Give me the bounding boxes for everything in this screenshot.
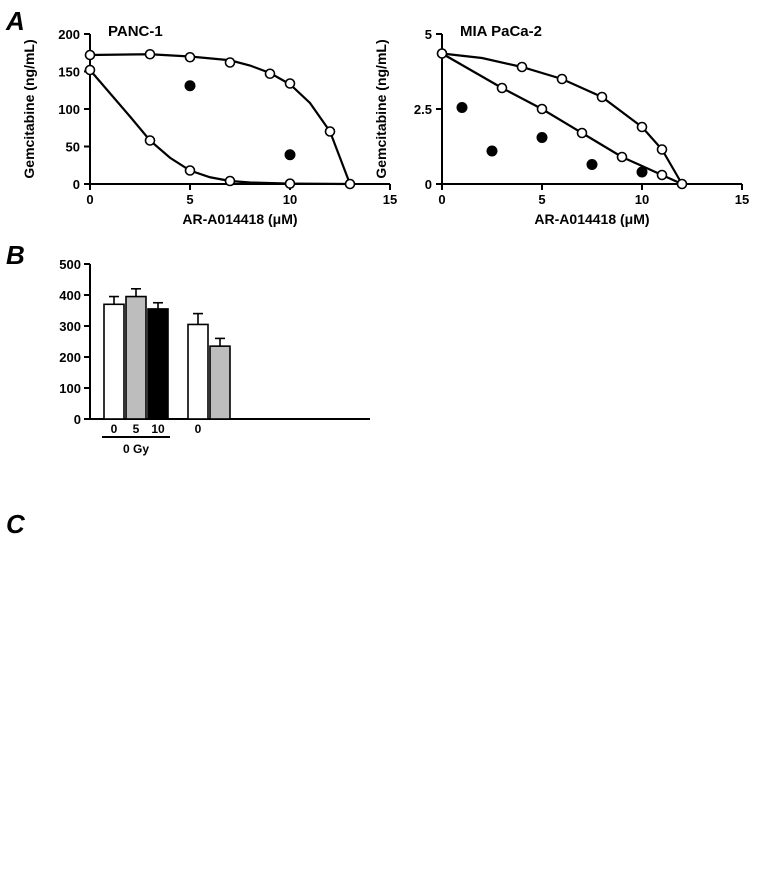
svg-text:0 Gy: 0 Gy bbox=[123, 442, 149, 456]
svg-text:Gemcitabine (ng/mL): Gemcitabine (ng/mL) bbox=[21, 39, 37, 178]
svg-text:5: 5 bbox=[538, 192, 545, 207]
svg-text:150: 150 bbox=[58, 65, 80, 80]
svg-text:0: 0 bbox=[438, 192, 445, 207]
panel-a-svg: 050100150200051015PANC-1AR-A014418 (μM)G… bbox=[12, 12, 750, 232]
panel-label-c: C bbox=[6, 509, 25, 540]
svg-text:100: 100 bbox=[58, 102, 80, 117]
svg-text:AR-A014418 (μM): AR-A014418 (μM) bbox=[182, 211, 297, 227]
panel-label-b: B bbox=[6, 240, 25, 271]
svg-text:PANC-1: PANC-1 bbox=[108, 23, 163, 40]
svg-text:0: 0 bbox=[195, 422, 202, 436]
svg-text:0: 0 bbox=[86, 192, 93, 207]
svg-text:0: 0 bbox=[74, 412, 81, 427]
svg-text:300: 300 bbox=[59, 319, 81, 334]
svg-text:Gemcitabine (ng/mL): Gemcitabine (ng/mL) bbox=[373, 39, 389, 178]
svg-text:100: 100 bbox=[59, 381, 81, 396]
svg-text:5: 5 bbox=[186, 192, 193, 207]
svg-text:2.5: 2.5 bbox=[414, 102, 432, 117]
svg-text:0: 0 bbox=[425, 177, 432, 192]
svg-text:10: 10 bbox=[283, 192, 297, 207]
svg-text:5: 5 bbox=[133, 422, 140, 436]
svg-text:50: 50 bbox=[66, 140, 80, 155]
panel-a: A 050100150200051015PANC-1AR-A014418 (μM… bbox=[12, 12, 750, 232]
panel-c-svg bbox=[12, 515, 750, 815]
svg-text:10: 10 bbox=[151, 422, 165, 436]
svg-text:10: 10 bbox=[635, 192, 649, 207]
svg-text:0: 0 bbox=[73, 177, 80, 192]
svg-text:200: 200 bbox=[58, 27, 80, 42]
svg-text:400: 400 bbox=[59, 288, 81, 303]
panel-b: B 010020030040050005100 Gy0 bbox=[12, 246, 750, 501]
svg-text:MIA PaCa-2: MIA PaCa-2 bbox=[460, 23, 542, 40]
panel-b-svg: 0 100 200 300 400 500 0 5 100 Gy 0 bbox=[12, 246, 750, 501]
svg-text:15: 15 bbox=[735, 192, 749, 207]
svg-text:200: 200 bbox=[59, 350, 81, 365]
svg-text:15: 15 bbox=[383, 192, 397, 207]
svg-text:500: 500 bbox=[59, 257, 81, 272]
svg-text:AR-A014418 (μM): AR-A014418 (μM) bbox=[534, 211, 649, 227]
panel-label-a: A bbox=[6, 6, 25, 37]
panel-c: C bbox=[12, 515, 750, 815]
svg-text:5: 5 bbox=[425, 27, 432, 42]
svg-text:0: 0 bbox=[111, 422, 118, 436]
